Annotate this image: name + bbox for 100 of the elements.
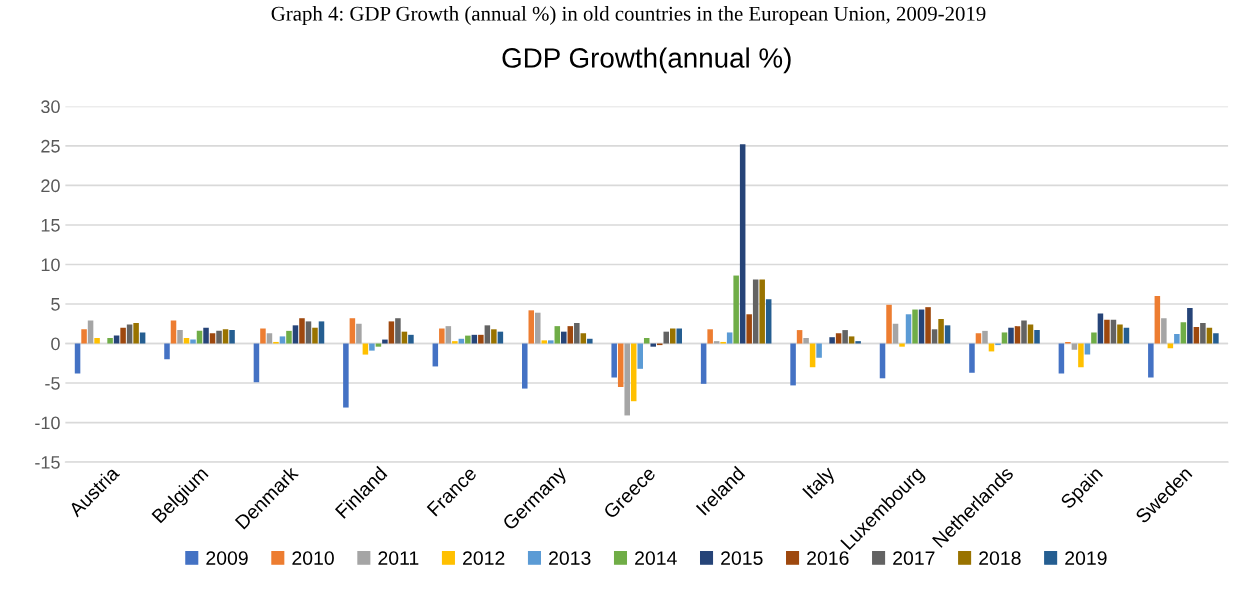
x-tick-label: Italy bbox=[801, 464, 839, 502]
bar bbox=[982, 330, 988, 344]
bar bbox=[733, 275, 739, 344]
bar bbox=[343, 343, 349, 408]
bar bbox=[1097, 313, 1104, 344]
bar bbox=[120, 327, 126, 344]
bar bbox=[318, 321, 325, 344]
legend-label: 2009 bbox=[206, 551, 248, 565]
bar bbox=[260, 328, 266, 344]
bar bbox=[637, 343, 643, 369]
bar bbox=[349, 318, 356, 344]
bar bbox=[892, 323, 899, 344]
bar bbox=[713, 341, 720, 344]
bar bbox=[1193, 326, 1200, 344]
bar bbox=[580, 333, 587, 344]
bar bbox=[401, 331, 408, 344]
bar bbox=[624, 343, 630, 416]
bar bbox=[796, 330, 803, 344]
bar bbox=[408, 334, 414, 344]
bar bbox=[765, 299, 772, 344]
bar bbox=[1117, 324, 1123, 344]
bar bbox=[87, 320, 94, 344]
bar bbox=[439, 328, 445, 344]
bar bbox=[1213, 333, 1219, 344]
bar bbox=[611, 343, 617, 378]
bar bbox=[1161, 318, 1167, 344]
bar bbox=[279, 336, 286, 344]
bar bbox=[292, 325, 299, 344]
legend-label: 2010 bbox=[292, 551, 334, 565]
bar bbox=[669, 328, 676, 344]
bar bbox=[541, 340, 548, 344]
y-tick-label: -10 bbox=[35, 416, 60, 430]
bar bbox=[886, 304, 892, 344]
bar bbox=[574, 322, 580, 344]
legend-label: 2016 bbox=[807, 551, 849, 565]
bar bbox=[203, 327, 209, 344]
bar bbox=[452, 341, 458, 344]
bar bbox=[535, 312, 541, 344]
bar bbox=[1187, 307, 1193, 344]
bar bbox=[1058, 343, 1065, 374]
bar bbox=[216, 330, 222, 344]
bar bbox=[969, 343, 975, 373]
bar bbox=[663, 331, 670, 344]
bar bbox=[700, 343, 707, 384]
bar bbox=[739, 144, 746, 344]
y-tick-label: 15 bbox=[41, 219, 60, 232]
bar bbox=[388, 321, 395, 344]
caption: Graph 4: GDP Growth (annual %) in old countries in the European Union, 2009-2019 bbox=[271, 6, 986, 25]
bar bbox=[842, 330, 848, 344]
bar bbox=[567, 326, 574, 344]
bar bbox=[133, 322, 139, 344]
bar bbox=[912, 309, 918, 344]
y-tick-label: 25 bbox=[41, 139, 60, 153]
bar bbox=[931, 329, 938, 344]
bar bbox=[113, 335, 120, 344]
bar bbox=[548, 340, 554, 344]
bar bbox=[1110, 319, 1117, 344]
bar bbox=[561, 331, 567, 344]
bar bbox=[790, 343, 796, 386]
bar bbox=[746, 314, 752, 344]
bar bbox=[1091, 332, 1097, 344]
bar bbox=[164, 343, 170, 360]
bar bbox=[484, 325, 491, 344]
legend-label: 2013 bbox=[549, 551, 591, 565]
legend-label: 2014 bbox=[635, 551, 677, 565]
bar bbox=[177, 330, 183, 344]
bar bbox=[905, 314, 912, 344]
bar bbox=[465, 335, 471, 344]
bar bbox=[759, 279, 765, 344]
bar bbox=[312, 327, 318, 344]
bar bbox=[1104, 319, 1110, 344]
bar bbox=[1174, 334, 1180, 344]
bar bbox=[369, 343, 375, 351]
bar bbox=[497, 331, 504, 344]
y-tick-label: 20 bbox=[41, 179, 60, 193]
legend-label: 2018 bbox=[979, 551, 1021, 565]
bar bbox=[1148, 343, 1154, 378]
bar bbox=[1008, 327, 1014, 344]
bar bbox=[107, 337, 113, 344]
bar bbox=[899, 343, 905, 347]
bar bbox=[196, 330, 203, 344]
bar bbox=[382, 339, 388, 344]
bar bbox=[266, 333, 273, 344]
bar bbox=[139, 332, 146, 344]
bar bbox=[726, 332, 733, 344]
bar bbox=[305, 321, 312, 344]
bar bbox=[938, 319, 944, 344]
bar bbox=[587, 338, 593, 344]
bar bbox=[835, 333, 842, 344]
bar bbox=[752, 279, 759, 344]
bar bbox=[1021, 320, 1027, 344]
bar bbox=[617, 343, 624, 387]
bar bbox=[1154, 296, 1161, 344]
y-tick-label: -5 bbox=[45, 377, 60, 390]
bar bbox=[126, 324, 133, 344]
bar bbox=[1206, 327, 1213, 344]
bar bbox=[803, 337, 809, 344]
bar bbox=[643, 337, 650, 344]
legend-label: 2015 bbox=[721, 551, 763, 565]
bar bbox=[222, 329, 229, 344]
